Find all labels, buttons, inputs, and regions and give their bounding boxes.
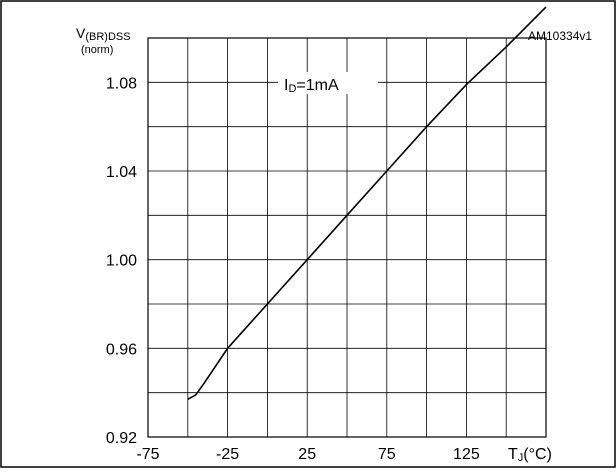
x-tick-label: 75 <box>378 446 396 463</box>
y-axis-label: V(BR)DSS <box>76 25 131 43</box>
x-tick-label: 25 <box>298 446 316 463</box>
annotation-background <box>278 72 378 94</box>
x-tick-label: -25 <box>216 446 239 463</box>
y-tick-label: 0.96 <box>106 341 137 358</box>
x-tick-labels: -75 -25 25 75 125 <box>136 446 479 463</box>
reference-code: AM10334v1 <box>528 29 592 43</box>
series-line <box>187 6 547 401</box>
plot-border <box>147 37 547 438</box>
y-tick-label: 1.04 <box>106 164 137 181</box>
x-tick-label: 125 <box>453 446 480 463</box>
annotation-label: ID=1mA <box>284 77 339 95</box>
y-tick-labels: 0.92 0.96 1.00 1.04 1.08 <box>106 75 137 447</box>
y-tick-label: 1.00 <box>106 253 137 270</box>
y-axis-unit: (norm) <box>81 44 113 56</box>
y-tick-label: 0.92 <box>106 430 137 447</box>
x-axis-label: TJ(°C) <box>508 446 552 464</box>
x-tick-label: -75 <box>136 446 159 463</box>
y-tick-label: 1.08 <box>106 75 137 92</box>
